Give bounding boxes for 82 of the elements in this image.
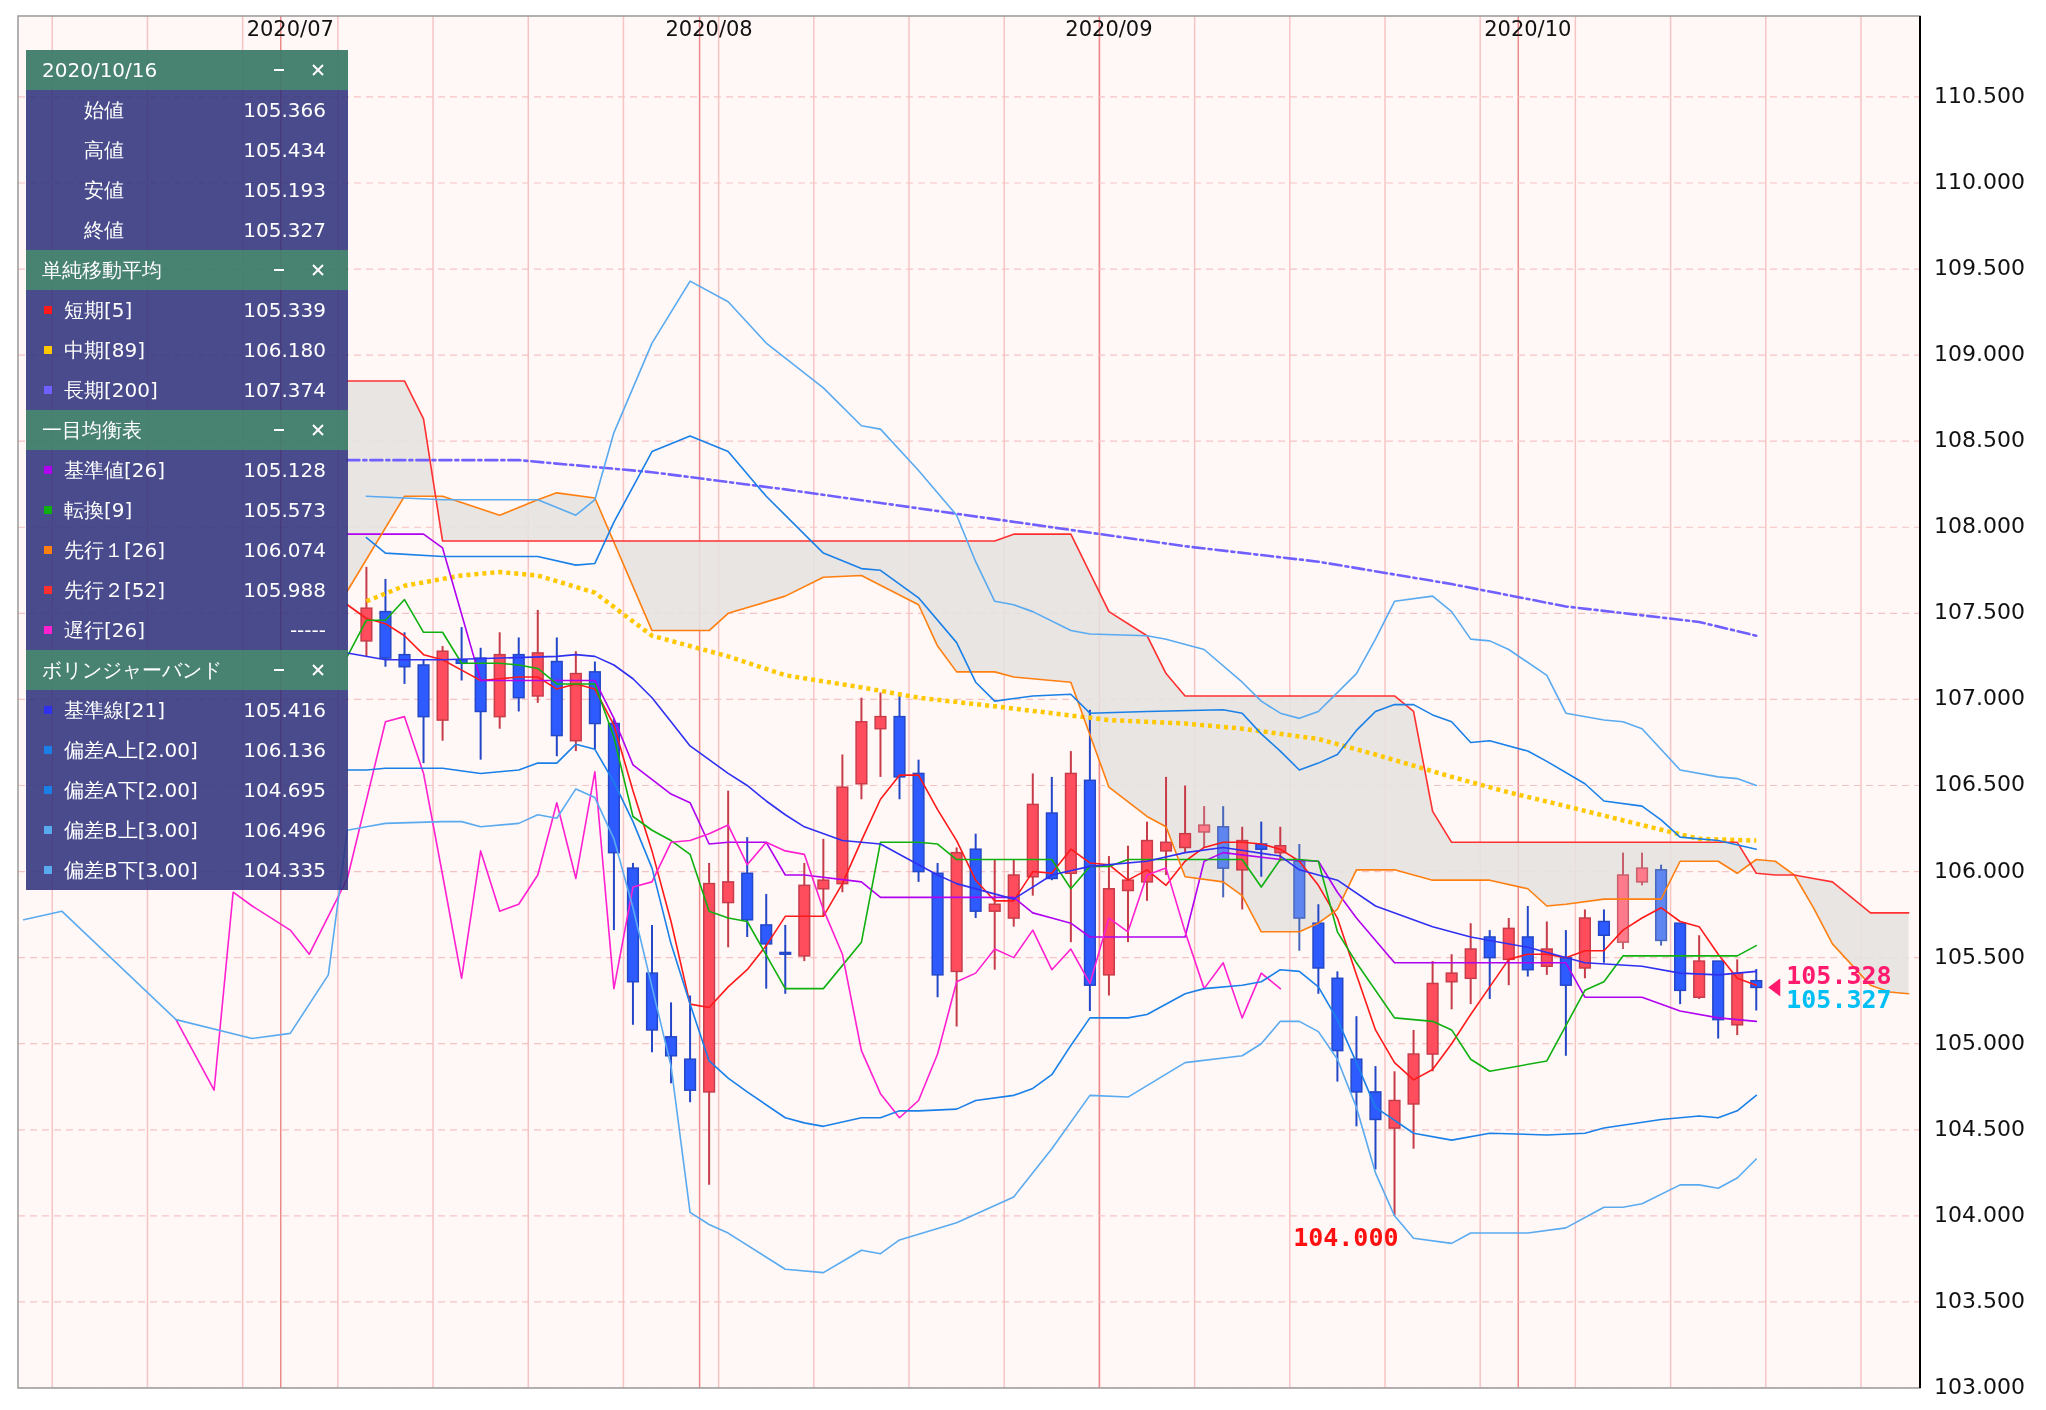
legend-label: 短期[5] xyxy=(64,298,133,322)
line-series xyxy=(365,280,1758,787)
annotation: 高値 xyxy=(84,138,124,162)
x-tick-label: 2020/10 xyxy=(1484,17,1572,41)
annotation: 105.339 xyxy=(243,298,326,322)
y-tick-label: 103.000 xyxy=(1934,1374,2025,1399)
annotation: 105.128 xyxy=(243,458,326,482)
legend-label: 偏差B上[3.00] xyxy=(64,818,198,842)
line-series xyxy=(346,652,1758,976)
y-tick-label: 103.500 xyxy=(1934,1287,2025,1313)
candlestick xyxy=(1445,953,1458,1011)
legend-label: 偏差A下[2.00] xyxy=(64,778,198,802)
annotation: 107.374 xyxy=(243,378,326,402)
annotation: 単純移動平均 xyxy=(42,258,162,282)
candlestick xyxy=(1483,929,1496,1000)
candlestick xyxy=(760,892,773,990)
annotation: ----- xyxy=(289,618,326,642)
line-series xyxy=(364,569,1759,843)
line-series xyxy=(346,458,1758,638)
line-series xyxy=(346,743,1758,1141)
annotation: 安値 xyxy=(84,178,124,202)
annotation: 一目均衡表 xyxy=(42,418,142,442)
y-tick-label: 108.500 xyxy=(1934,427,2025,453)
annotation: ボリンジャーバンド xyxy=(42,658,222,682)
y-tick-label: 106.000 xyxy=(1934,857,2025,883)
x-tick-label: 2020/09 xyxy=(1065,17,1153,41)
annotation: 105.327 xyxy=(243,218,326,242)
candlestick xyxy=(1635,851,1649,887)
annotation: 106.496 xyxy=(243,818,326,842)
legend-label: 遅行[26] xyxy=(64,618,146,642)
annotation: 104.000 xyxy=(1293,1222,1399,1252)
candlestick xyxy=(1159,775,1173,877)
candlestick xyxy=(722,789,735,949)
y-tick-label: 110.000 xyxy=(1934,168,2025,194)
annotation: 105.416 xyxy=(243,698,326,722)
annotation: 105.366 xyxy=(243,98,326,122)
legend-label: 長期[200] xyxy=(64,378,158,402)
legend-label: 偏差B下[3.00] xyxy=(64,858,198,882)
annotation: 105.988 xyxy=(243,578,326,602)
y-tick-label: 107.000 xyxy=(1934,685,2025,711)
annotation: 105.434 xyxy=(243,138,326,162)
annotation: 104.335 xyxy=(243,858,326,882)
legend-title: 2020/10/16 xyxy=(42,58,158,82)
y-tick-label: 106.500 xyxy=(1934,771,2025,797)
candlestick xyxy=(988,858,1001,971)
annotation: 終値 xyxy=(83,218,124,242)
legend-label: 基準値[26] xyxy=(64,458,166,482)
candlestick xyxy=(1121,844,1135,944)
candlestick xyxy=(1597,908,1611,964)
line-series xyxy=(365,435,1758,850)
annotation: 104.695 xyxy=(243,778,326,802)
y-tick-label: 105.000 xyxy=(1934,1029,2025,1055)
line-series xyxy=(346,533,1758,1023)
candlestick xyxy=(1198,805,1211,849)
annotation: 105.573 xyxy=(243,498,326,522)
legend-label: 先行１[26] xyxy=(64,538,166,562)
y-tick-label: 110.500 xyxy=(1934,82,2025,108)
legend-label: 中期[89] xyxy=(64,338,146,362)
candlestick xyxy=(664,1001,678,1085)
annotation: 106.136 xyxy=(243,738,326,762)
legend-label: 基準線[21] xyxy=(64,698,166,722)
x-tick-label: 2020/08 xyxy=(665,17,753,41)
candlestick xyxy=(779,923,792,995)
annotation: 106.074 xyxy=(243,538,326,562)
y-tick-label: 107.500 xyxy=(1934,599,2025,625)
annotation: 106.180 xyxy=(243,338,326,362)
candlestick xyxy=(817,837,830,918)
y-tick-label: 108.000 xyxy=(1934,513,2025,539)
candlestick xyxy=(1179,784,1192,854)
y-tick-label: 104.500 xyxy=(1934,1115,2025,1141)
y-tick-label: 105.500 xyxy=(1934,943,2025,969)
x-tick-label: 2020/07 xyxy=(246,17,334,41)
y-tick-label: 104.000 xyxy=(1934,1201,2025,1227)
y-tick-label: 109.000 xyxy=(1934,341,2025,367)
annotation: 始値 xyxy=(84,98,124,122)
candlestick xyxy=(874,691,887,778)
legend-label: 先行２[52] xyxy=(64,578,166,602)
legend-label: 偏差A上[2.00] xyxy=(64,738,198,762)
annotation: 105.193 xyxy=(243,178,326,202)
annotation: 105.327 xyxy=(1786,985,1892,1015)
y-tick-label: 109.500 xyxy=(1934,255,2025,281)
legend-label: 転換[9] xyxy=(64,498,133,522)
